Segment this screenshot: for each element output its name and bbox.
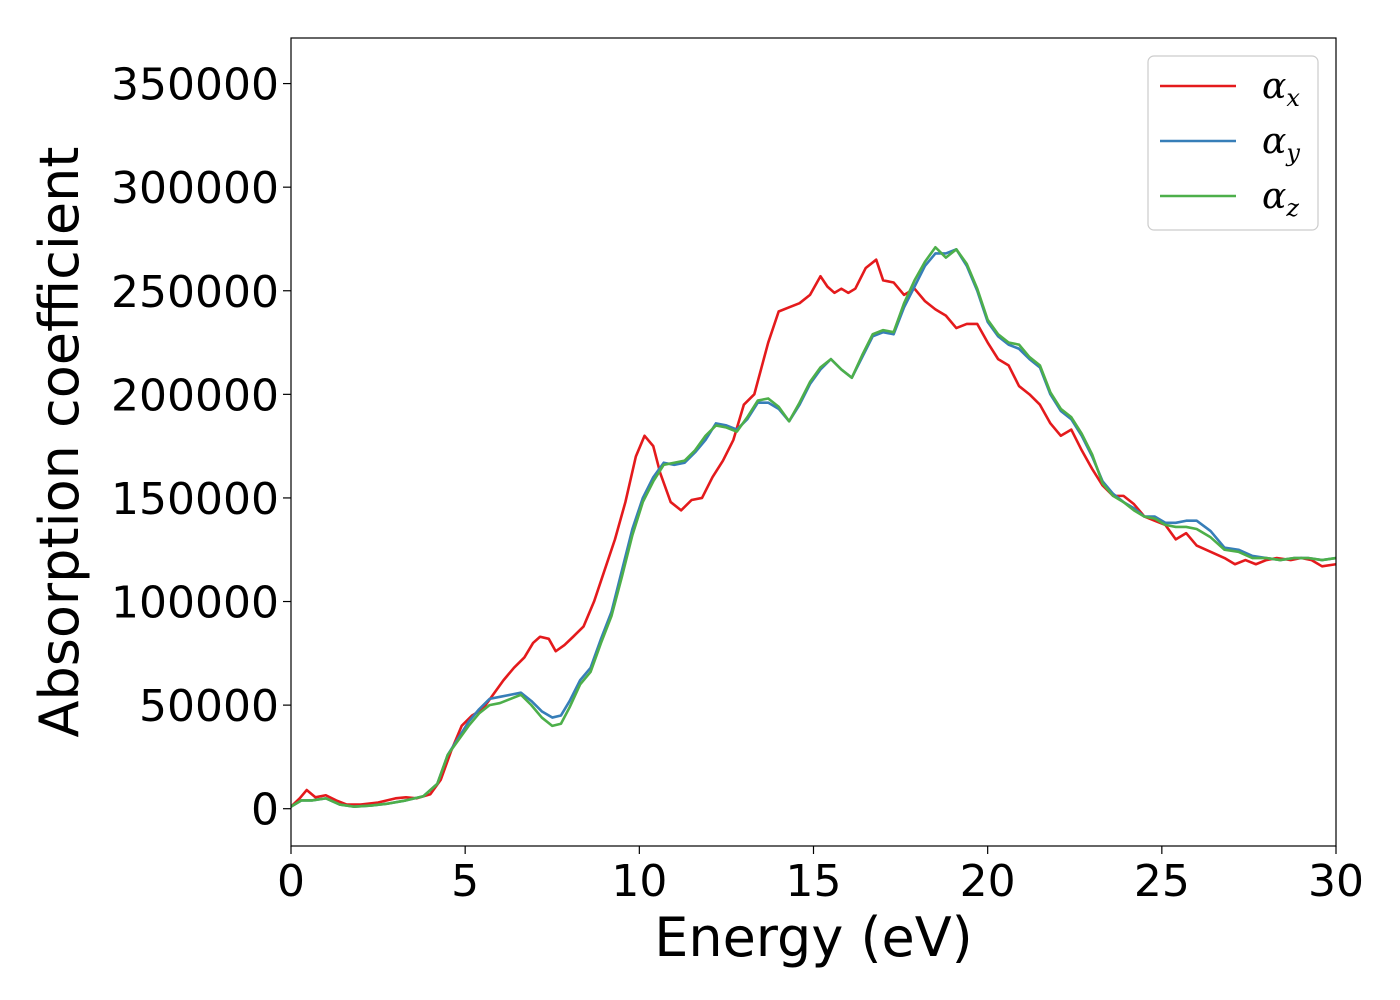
x-tick-label: 25 xyxy=(1134,856,1190,907)
series-line-x xyxy=(291,258,1336,808)
y-tick-label: 300000 xyxy=(111,163,279,214)
y-tick-label: 50000 xyxy=(139,681,279,732)
x-axis: 0 5 10 15 20 25 30 xyxy=(277,846,1364,907)
x-tick-label: 0 xyxy=(277,856,305,907)
y-tick-label: 0 xyxy=(251,785,279,836)
x-tick-label: 30 xyxy=(1308,856,1364,907)
series-layer xyxy=(291,245,1336,808)
y-axis-title: Absorption coefficient xyxy=(28,147,91,738)
legend-box xyxy=(1147,55,1319,231)
x-tick-label: 5 xyxy=(451,856,479,907)
y-tick-label: 100000 xyxy=(111,578,279,629)
series-line-z xyxy=(291,245,1336,808)
y-tick-label: 350000 xyxy=(111,60,279,111)
x-tick-label: 10 xyxy=(611,856,667,907)
x-tick-label: 15 xyxy=(786,856,842,907)
x-axis-title: Energy (eV) xyxy=(654,906,973,969)
y-tick-label: 200000 xyxy=(111,370,279,421)
y-tick-label: 150000 xyxy=(111,474,279,525)
y-axis: 0 50000 100000 150000 200000 250000 300000 3500… xyxy=(111,60,291,836)
x-tick-label: 20 xyxy=(960,856,1016,907)
y-tick-label: 250000 xyxy=(111,267,279,318)
